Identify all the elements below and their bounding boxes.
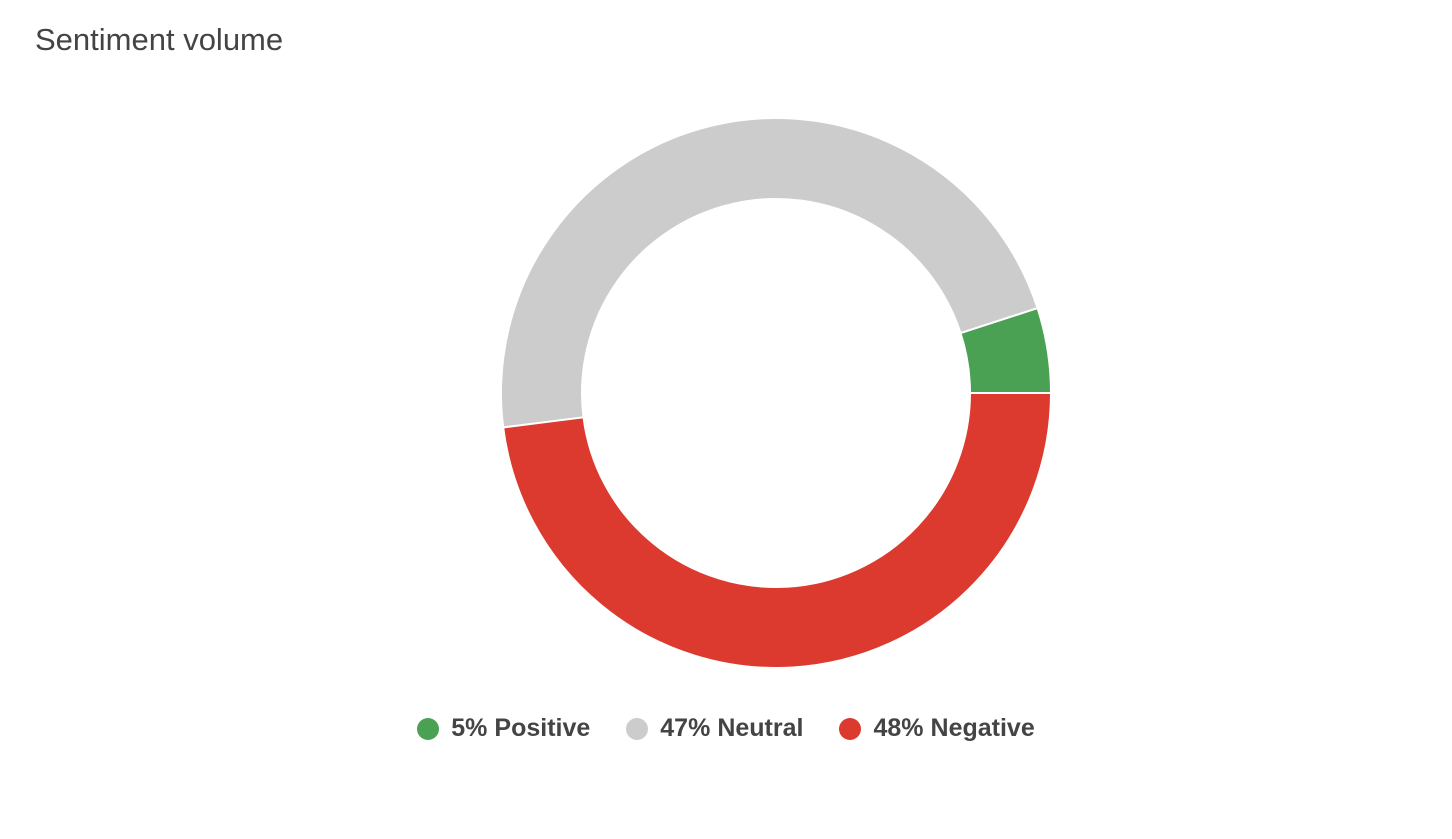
legend-item: 47% Neutral [626, 714, 803, 743]
legend-value: 48% [873, 714, 924, 742]
donut-segment [502, 392, 1053, 669]
legend-label: Negative [930, 714, 1035, 742]
legend-label: Positive [494, 714, 591, 742]
legend: 5% Positive 47% Neutral 48% Negative [0, 714, 1452, 743]
legend-item: 5% Positive [417, 714, 590, 743]
legend-value: 5% [451, 714, 488, 742]
legend-item: 48% Negative [839, 714, 1035, 743]
chart-title: Sentiment volume [35, 22, 284, 57]
donut-segment [500, 117, 1039, 429]
legend-swatch [626, 717, 649, 740]
legend-label: Neutral [717, 714, 804, 742]
legend-swatch [839, 717, 862, 740]
legend-swatch [417, 717, 440, 740]
legend-value: 47% [660, 714, 711, 742]
